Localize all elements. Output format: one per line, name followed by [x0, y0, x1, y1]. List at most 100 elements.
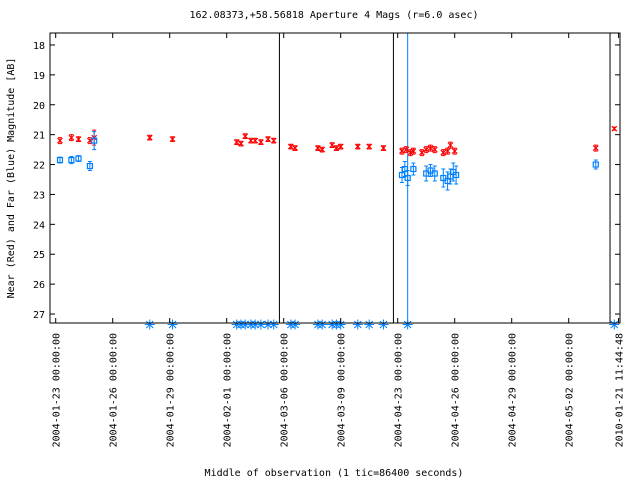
far-blue-point [401, 161, 408, 178]
near-red-point [444, 147, 451, 155]
x-tick-label: 2004-04-23 00:00:00 [394, 333, 405, 447]
square-marker [86, 162, 94, 170]
far-blue-point [404, 170, 411, 186]
x-tick-label: 2004-03-06 00:00:00 [280, 333, 291, 447]
y-tick-label: 19 [33, 71, 45, 82]
near-red-point [431, 146, 438, 154]
x-marker [314, 145, 321, 152]
upper-limit-marker [250, 319, 261, 330]
asterisk-shape [240, 319, 251, 330]
near-red-point [440, 149, 447, 157]
x-marker [319, 146, 326, 153]
x-marker [265, 136, 271, 143]
near-red-point [257, 139, 264, 146]
x-marker [169, 136, 176, 143]
y-tick-label: 18 [33, 41, 45, 52]
near-red-point [419, 149, 425, 157]
near-red-point [423, 146, 430, 154]
y-axis-label: Near (Red) and Far (Blue) Magnitude [AB] [6, 58, 17, 299]
error-bar [92, 131, 97, 151]
near-red-point [252, 137, 259, 144]
x-tick-label: 2004-01-23 00:00:00 [52, 333, 63, 447]
x-tick-label: 2004-01-26 00:00:00 [109, 333, 120, 447]
asterisk-shape [364, 319, 375, 330]
x-marker [257, 139, 264, 146]
x-tick-label: 2004-04-26 00:00:00 [451, 333, 462, 447]
near-red-point [242, 133, 249, 140]
upper-limit-marker [352, 319, 363, 330]
near-red-point [57, 137, 63, 145]
upper-limit-marker [255, 319, 266, 330]
upper-limit-markers [144, 319, 620, 330]
y-tick-label: 22 [33, 161, 45, 172]
y-tick-label: 25 [33, 250, 45, 261]
x-marker [611, 125, 618, 132]
x-marker [427, 145, 434, 152]
upper-limit-marker [268, 319, 279, 330]
square-marker [592, 161, 599, 168]
plot-frame [49, 32, 621, 324]
error-bar [405, 170, 410, 186]
x-marker [248, 137, 254, 144]
far-blue-point [431, 165, 438, 182]
near-red-point [399, 147, 405, 155]
upper-limit-marker [609, 319, 620, 330]
upper-limit-marker [263, 319, 274, 330]
square-marker [75, 155, 82, 162]
x-marker [75, 136, 82, 143]
near-red-point [75, 136, 82, 143]
x-marker [333, 145, 340, 152]
square-marker [68, 156, 75, 164]
near-red-point [427, 144, 434, 152]
square-marker [56, 156, 64, 164]
x-marker [592, 145, 599, 152]
near-red-point [380, 145, 387, 152]
y-tick-label: 24 [33, 220, 45, 231]
far-blue-point [68, 155, 75, 165]
x-marker [146, 134, 153, 141]
y-tick-label: 21 [33, 131, 45, 142]
upper-limit-marker [402, 319, 413, 330]
y-tick-label: 23 [33, 190, 45, 201]
near-red-point [270, 137, 277, 144]
near-red-point [146, 134, 153, 141]
far-blue-point [453, 165, 460, 185]
x-ticks [55, 33, 620, 323]
x-marker [410, 148, 417, 155]
near-red-point [287, 143, 294, 150]
square-marker [431, 170, 438, 177]
square-marker [453, 171, 460, 179]
asterisk-shape [352, 319, 363, 330]
x-marker [423, 146, 430, 153]
x-marker [399, 148, 405, 155]
near-red-point [366, 143, 373, 150]
near-red-point [265, 136, 271, 143]
upper-limit-marker [317, 319, 328, 330]
square-marker [404, 174, 411, 182]
x-marker [380, 145, 387, 152]
square-marker [410, 165, 417, 173]
x-marker [440, 149, 447, 156]
square-marker [401, 165, 408, 173]
near-red-point [248, 137, 254, 144]
chart-title: 162.08373,+58.56818 Aperture 4 Mags (r=6… [190, 10, 479, 21]
upper-limit-marker [144, 319, 155, 330]
far-blue-point [86, 161, 94, 172]
near-red-point [233, 139, 240, 146]
near-red-point [329, 142, 336, 149]
x-tick-label: 2004-04-29 00:00:00 [508, 333, 519, 447]
segment-breaks [278, 33, 611, 323]
asterisk-shape [335, 319, 346, 330]
upper-limit-marker [378, 319, 389, 330]
near-red-point [592, 144, 599, 152]
x-marker [242, 133, 249, 140]
x-marker [419, 149, 425, 156]
near-red-point [68, 134, 75, 142]
far-blue-point [427, 164, 434, 178]
near-red-point [410, 147, 417, 155]
near-red-point [451, 147, 458, 155]
x-marker [287, 143, 294, 150]
asterisk-shape [290, 319, 301, 330]
near-red-point [611, 125, 618, 132]
